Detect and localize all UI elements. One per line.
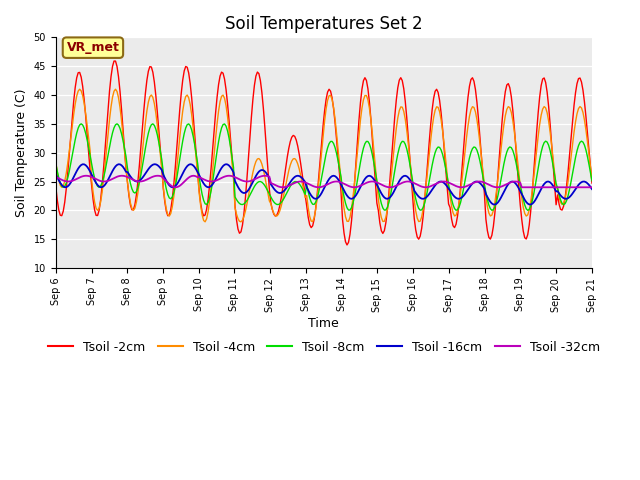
Tsoil -2cm <box>52 183 60 189</box>
Tsoil -8cm <box>561 201 569 206</box>
Tsoil -4cm <box>52 159 60 165</box>
Tsoil -32cm <box>212 178 220 184</box>
Tsoil -2cm <box>288 134 296 140</box>
Tsoil -16cm <box>118 162 125 168</box>
Tsoil -16cm <box>212 176 220 182</box>
Y-axis label: Soil Temperature (C): Soil Temperature (C) <box>15 88 28 217</box>
Tsoil -8cm <box>588 178 596 184</box>
Tsoil -16cm <box>222 161 230 167</box>
Line: Tsoil -4cm: Tsoil -4cm <box>56 89 592 222</box>
Tsoil -4cm <box>231 205 239 211</box>
Line: Tsoil -32cm: Tsoil -32cm <box>56 176 592 187</box>
Line: Tsoil -2cm: Tsoil -2cm <box>56 61 592 245</box>
Text: VR_met: VR_met <box>67 41 120 54</box>
Tsoil -8cm <box>231 194 239 200</box>
Tsoil -32cm <box>230 174 237 180</box>
Tsoil -2cm <box>561 195 569 201</box>
Tsoil -2cm <box>110 58 118 64</box>
Tsoil -4cm <box>588 176 596 182</box>
Tsoil -2cm <box>231 203 239 208</box>
Tsoil -4cm <box>237 219 245 225</box>
Tsoil -8cm <box>119 137 127 143</box>
Legend: Tsoil -2cm, Tsoil -4cm, Tsoil -8cm, Tsoil -16cm, Tsoil -32cm: Tsoil -2cm, Tsoil -4cm, Tsoil -8cm, Tsoi… <box>43 336 605 359</box>
Tsoil -16cm <box>588 186 596 192</box>
Tsoil -32cm <box>261 173 269 179</box>
Title: Soil Temperatures Set 2: Soil Temperatures Set 2 <box>225 15 422 33</box>
Tsoil -8cm <box>524 207 532 213</box>
Tsoil -16cm <box>231 178 239 184</box>
Tsoil -32cm <box>518 184 525 190</box>
Line: Tsoil -8cm: Tsoil -8cm <box>56 124 592 210</box>
Tsoil -4cm <box>289 156 297 162</box>
Tsoil -32cm <box>118 173 125 179</box>
Tsoil -32cm <box>52 174 60 180</box>
X-axis label: Time: Time <box>308 317 339 330</box>
Tsoil -32cm <box>288 181 296 187</box>
Tsoil -16cm <box>52 171 60 177</box>
Tsoil -4cm <box>111 86 119 92</box>
Tsoil -16cm <box>288 177 296 183</box>
Tsoil -8cm <box>52 161 60 167</box>
Tsoil -4cm <box>213 121 221 127</box>
Tsoil -8cm <box>240 201 248 207</box>
Tsoil -2cm <box>343 242 351 248</box>
Tsoil -8cm <box>288 181 296 187</box>
Tsoil -32cm <box>588 184 596 190</box>
Tsoil -2cm <box>213 94 221 100</box>
Tsoil -8cm <box>77 121 85 127</box>
Tsoil -2cm <box>240 211 248 216</box>
Tsoil -32cm <box>239 178 246 183</box>
Tsoil -16cm <box>491 202 499 207</box>
Tsoil -4cm <box>119 132 127 138</box>
Line: Tsoil -16cm: Tsoil -16cm <box>56 164 592 204</box>
Tsoil -4cm <box>242 208 250 214</box>
Tsoil -8cm <box>213 148 221 154</box>
Tsoil -4cm <box>561 196 569 202</box>
Tsoil -16cm <box>240 190 248 196</box>
Tsoil -16cm <box>561 196 569 202</box>
Tsoil -32cm <box>561 184 569 190</box>
Tsoil -2cm <box>588 180 596 186</box>
Tsoil -2cm <box>119 126 127 132</box>
